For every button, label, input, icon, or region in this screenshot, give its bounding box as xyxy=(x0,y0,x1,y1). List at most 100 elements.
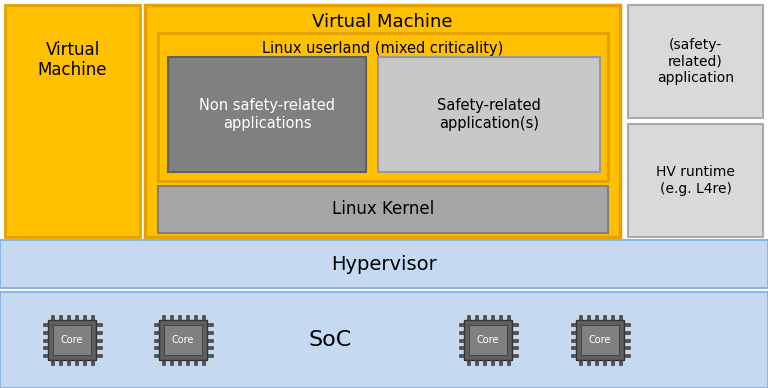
Text: Core: Core xyxy=(589,335,611,345)
Bar xyxy=(618,315,621,320)
Bar xyxy=(74,315,78,320)
Bar xyxy=(491,315,494,320)
Bar xyxy=(458,331,464,334)
Bar xyxy=(458,323,464,326)
Bar xyxy=(628,124,763,237)
Bar xyxy=(466,360,469,365)
Bar xyxy=(207,354,213,357)
Bar xyxy=(42,338,48,341)
Bar xyxy=(194,315,197,320)
Bar xyxy=(42,323,48,326)
Bar xyxy=(578,360,581,365)
Bar xyxy=(154,338,159,341)
Bar xyxy=(0,240,768,288)
Bar xyxy=(0,292,768,388)
Bar xyxy=(611,360,614,365)
Bar xyxy=(624,346,630,349)
Text: SoC: SoC xyxy=(309,330,352,350)
Bar xyxy=(170,360,173,365)
Bar xyxy=(161,360,164,365)
Bar xyxy=(594,360,598,365)
Bar xyxy=(207,323,213,326)
Bar xyxy=(512,338,518,341)
Bar xyxy=(507,315,509,320)
Bar xyxy=(42,346,48,349)
Text: HV runtime
(e.g. L4re): HV runtime (e.g. L4re) xyxy=(656,165,735,196)
Bar xyxy=(482,360,485,365)
Bar xyxy=(512,354,518,357)
Bar xyxy=(74,360,78,365)
Bar xyxy=(186,315,188,320)
Text: Linux Kernel: Linux Kernel xyxy=(332,201,434,218)
Bar xyxy=(48,320,96,360)
Bar xyxy=(51,315,54,320)
Bar xyxy=(378,57,600,172)
Bar xyxy=(170,315,173,320)
Bar xyxy=(145,5,620,237)
Bar xyxy=(512,331,518,334)
Bar xyxy=(161,315,164,320)
Bar xyxy=(624,331,630,334)
Bar xyxy=(53,325,91,355)
Text: Virtual Machine: Virtual Machine xyxy=(313,13,453,31)
Bar xyxy=(469,325,507,355)
Bar xyxy=(594,315,598,320)
Bar xyxy=(618,360,621,365)
Bar xyxy=(96,346,101,349)
Text: (safety-
related)
application: (safety- related) application xyxy=(657,38,734,85)
Bar xyxy=(186,360,188,365)
Bar xyxy=(154,331,159,334)
Bar xyxy=(96,323,101,326)
Bar xyxy=(158,33,608,181)
Text: Virtual
Machine: Virtual Machine xyxy=(38,41,108,80)
Bar xyxy=(42,354,48,357)
Bar xyxy=(571,346,576,349)
Bar xyxy=(611,315,614,320)
Text: Core: Core xyxy=(477,335,499,345)
Bar xyxy=(466,315,469,320)
Bar xyxy=(177,315,180,320)
Bar xyxy=(207,346,213,349)
Bar xyxy=(91,315,94,320)
Bar xyxy=(51,360,54,365)
Bar xyxy=(578,315,581,320)
Bar xyxy=(624,323,630,326)
Bar xyxy=(96,354,101,357)
Bar xyxy=(475,315,478,320)
Bar xyxy=(96,338,101,341)
Bar xyxy=(96,331,101,334)
Bar xyxy=(5,5,140,237)
Bar xyxy=(491,360,494,365)
Bar xyxy=(587,315,590,320)
Bar xyxy=(603,315,605,320)
Bar xyxy=(159,320,207,360)
Bar xyxy=(177,360,180,365)
Bar xyxy=(475,360,478,365)
Text: Core: Core xyxy=(172,335,194,345)
Bar xyxy=(624,338,630,341)
Bar xyxy=(581,325,619,355)
Text: Linux userland (mixed criticality): Linux userland (mixed criticality) xyxy=(263,40,504,55)
Bar xyxy=(67,360,69,365)
Bar xyxy=(67,315,69,320)
Bar xyxy=(576,320,624,360)
Bar xyxy=(498,360,502,365)
Bar xyxy=(464,320,512,360)
Bar xyxy=(458,346,464,349)
Bar xyxy=(587,360,590,365)
Bar xyxy=(512,346,518,349)
Bar xyxy=(571,354,576,357)
Bar xyxy=(603,360,605,365)
Bar xyxy=(571,331,576,334)
Bar xyxy=(458,338,464,341)
Bar xyxy=(82,360,85,365)
Bar xyxy=(158,186,608,233)
Bar xyxy=(154,323,159,326)
Bar xyxy=(82,315,85,320)
Bar xyxy=(194,360,197,365)
Bar xyxy=(91,360,94,365)
Bar xyxy=(571,323,576,326)
Bar xyxy=(571,338,576,341)
Bar xyxy=(168,57,366,172)
Bar xyxy=(42,331,48,334)
